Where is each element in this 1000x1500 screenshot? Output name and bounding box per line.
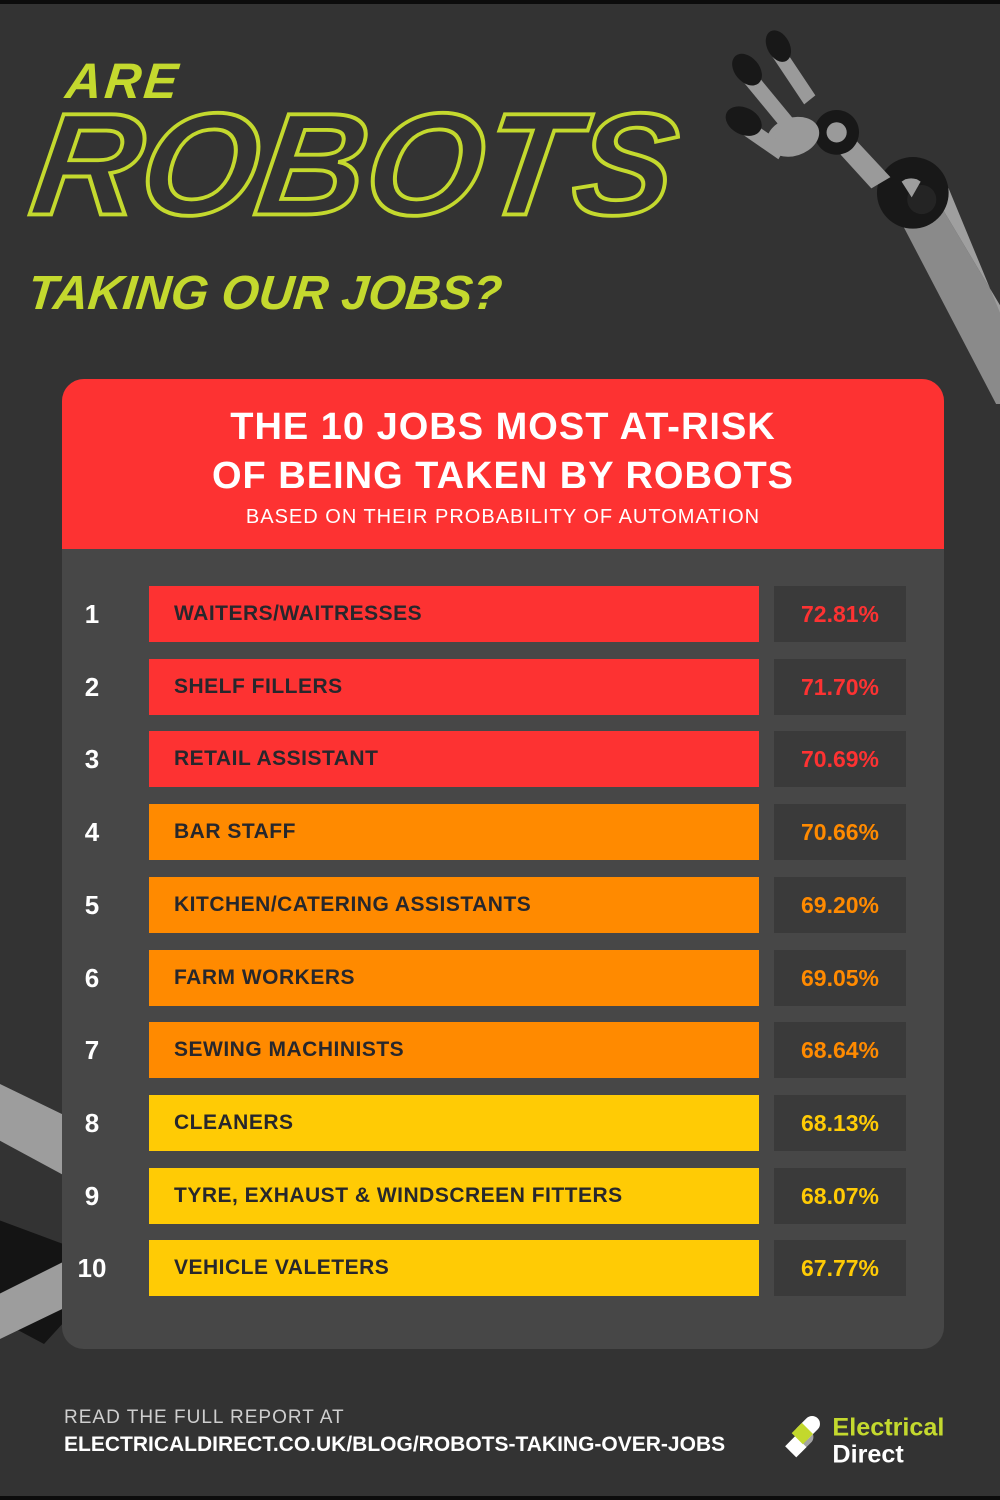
svg-text:Direct: Direct xyxy=(832,1441,904,1469)
svg-text:Electrical: Electrical xyxy=(832,1413,944,1441)
